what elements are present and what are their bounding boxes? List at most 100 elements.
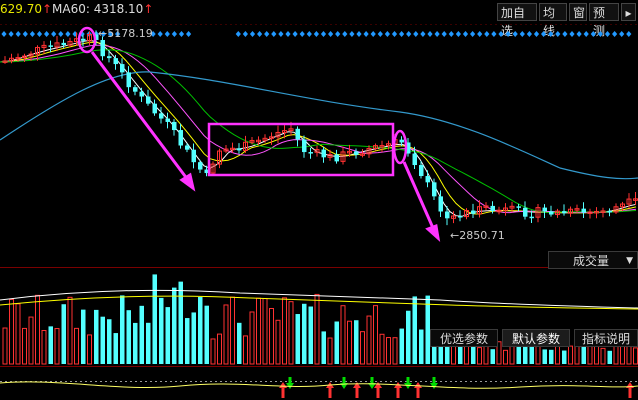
event-marker-diamond: [278, 31, 284, 37]
event-marker-diamond: [391, 31, 398, 37]
indicator-selector[interactable]: 成交量 ▼: [548, 251, 638, 269]
event-marker-diamond: [157, 31, 163, 37]
candle-body-down: [172, 121, 177, 131]
volume-bar-down: [399, 328, 404, 364]
candle-body-down: [516, 206, 521, 208]
window-button[interactable]: 窗: [569, 3, 587, 21]
event-marker-diamond: [441, 31, 447, 37]
event-marker-diamond: [271, 31, 277, 37]
volume-bar-down: [438, 341, 443, 364]
event-marker-diamond: [505, 31, 511, 37]
candle-body-down: [113, 58, 118, 65]
event-marker-diamond: [427, 31, 433, 37]
volume-bar-down: [529, 335, 534, 364]
ma60-line: [0, 71, 638, 180]
candle-body-up: [314, 149, 320, 153]
candle-body-up: [340, 151, 346, 162]
volume-bar-up: [392, 337, 398, 365]
forecast-button[interactable]: 预测: [589, 3, 619, 38]
signal-down-arrow: [430, 383, 438, 389]
volume-ma10: [0, 295, 638, 310]
event-marker-diamond: [22, 31, 28, 37]
event-marker-diamond: [406, 31, 412, 37]
candle-body-down: [81, 38, 86, 41]
candle-body-down: [204, 169, 209, 174]
event-marker-diamond: [257, 31, 263, 37]
candle-body-up: [249, 140, 255, 143]
volume-bar-down: [139, 305, 144, 364]
event-marker-diamond: [299, 31, 305, 37]
candle-body-up: [535, 207, 541, 218]
volume-bar-up: [54, 328, 60, 365]
volume-bar-up: [600, 347, 606, 365]
candle-body-up: [28, 53, 34, 57]
signal-up-arrow: [414, 382, 422, 388]
event-marker-diamond: [242, 31, 248, 37]
event-marker-diamond: [612, 31, 618, 37]
event-marker-diamond: [576, 31, 582, 37]
downtrend-arrow-1: [90, 51, 190, 181]
candle-body-down: [529, 216, 534, 219]
candle-body-down: [432, 182, 437, 197]
event-marker-diamond: [65, 31, 71, 37]
candles-group: [2, 30, 638, 226]
volume-bar-down: [237, 322, 242, 364]
volume-bar-up: [477, 347, 482, 365]
candle-body-down: [61, 42, 66, 46]
candle-body-down: [458, 216, 463, 218]
event-marker-diamond: [462, 31, 469, 37]
event-marker-diamond: [342, 31, 348, 37]
volume-bar-down: [159, 297, 164, 364]
volume-bar-up: [15, 303, 21, 365]
volume-bar-up: [67, 296, 73, 365]
event-marker-diamond: [370, 31, 376, 37]
candle-body-up: [223, 148, 229, 152]
volume-bar-down: [607, 350, 612, 364]
candle-body-down: [133, 87, 138, 92]
candle-body-down: [334, 154, 339, 162]
event-marker-diamond: [363, 31, 369, 37]
chevron-down-icon: ▼: [626, 256, 633, 266]
candle-body-up: [477, 206, 482, 215]
event-marker-diamond: [320, 31, 327, 37]
volume-bar-down: [581, 338, 586, 364]
candle-body-up: [574, 208, 580, 211]
candle-body-down: [607, 210, 612, 213]
tab-indicator-help[interactable]: 指标说明: [574, 329, 638, 347]
volume-bar-up: [41, 329, 47, 365]
candle-body-up: [67, 41, 73, 46]
candle-body-down: [438, 196, 443, 212]
event-marker-diamond: [328, 31, 334, 37]
volume-bar-up: [28, 316, 34, 365]
candle-body-up: [54, 42, 60, 48]
volume-bar-down: [185, 318, 190, 364]
candle-body-down: [185, 145, 190, 150]
candle-body-up: [568, 208, 573, 214]
candle-body-up: [386, 143, 391, 147]
volume-ma5: [0, 289, 638, 309]
signal-down-arrow: [404, 383, 412, 389]
tab-optimal-params[interactable]: 优选参数: [430, 329, 498, 347]
candle-body-up: [35, 46, 40, 55]
volume-bar-up: [379, 333, 385, 365]
candle-body-up: [594, 210, 599, 214]
tab-default-params[interactable]: 默认参数: [502, 329, 570, 347]
candle-body-down: [107, 56, 112, 59]
volume-bar-down: [120, 295, 125, 364]
volume-bar-down: [490, 349, 495, 364]
candle-body-down: [152, 103, 157, 114]
event-marker-diamond: [434, 31, 440, 37]
event-marker-diamond: [533, 31, 540, 37]
candle-body-up: [464, 210, 469, 218]
volume-bar-down: [432, 335, 437, 364]
volume-bar-up: [230, 296, 235, 365]
candle-body-down: [237, 148, 242, 151]
candle-body-up: [613, 206, 619, 213]
volume-bar-down: [412, 296, 417, 364]
signal-up-arrow: [374, 382, 382, 388]
expand-icon[interactable]: ▸: [621, 3, 636, 21]
high-price-label: ←5178.19: [98, 27, 153, 40]
candle-body-up: [230, 147, 235, 151]
peak-ellipse: [77, 26, 97, 54]
